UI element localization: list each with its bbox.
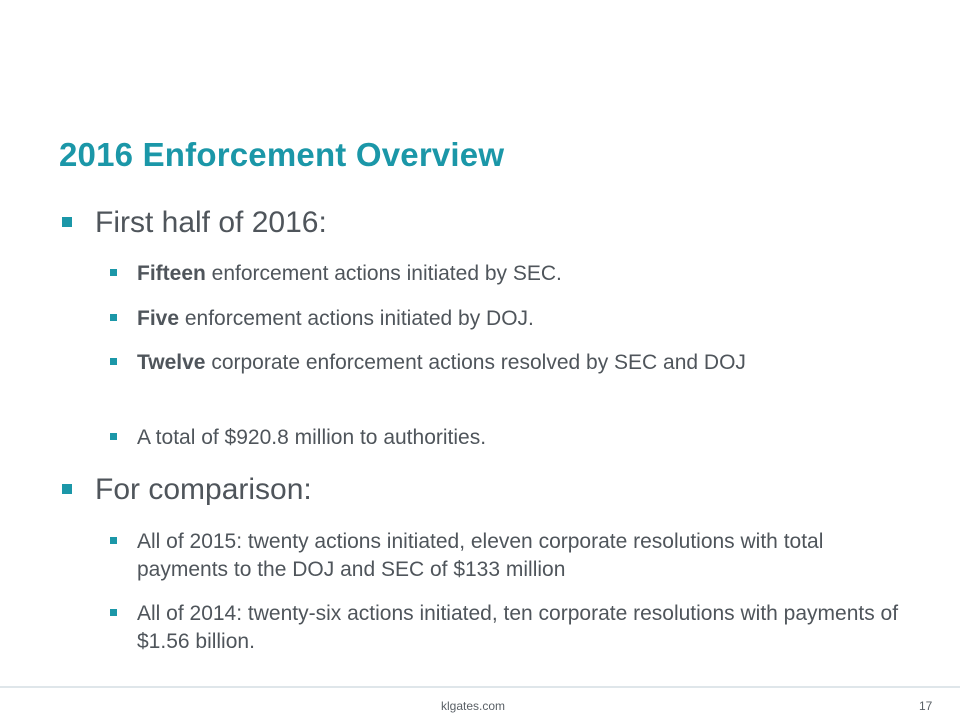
square-bullet-icon — [110, 433, 117, 440]
emphasis-count: Five — [137, 307, 180, 330]
item-text: enforcement actions initiated by DOJ. — [179, 307, 534, 330]
footer-url[interactable]: klgates.com — [441, 699, 506, 713]
square-bullet-icon — [62, 217, 72, 227]
square-bullet-icon — [62, 484, 72, 494]
item-text: A total of $920.8 million to authorities… — [137, 426, 487, 449]
item-text: corporate enforcement actions resolved b… — [205, 351, 746, 374]
square-bullet-icon — [110, 609, 117, 616]
section-heading-text: First half of 2016: — [95, 206, 327, 239]
item-text: All of 2015: twenty actions initiated, e… — [137, 530, 824, 581]
footer-divider — [0, 686, 960, 688]
emphasis-count: Twelve — [137, 351, 206, 374]
section-heading-text: For comparison: — [95, 473, 312, 506]
item-text: All of 2014: twenty-six actions initiate… — [137, 602, 899, 653]
slide-title: 2016 Enforcement Overview — [59, 136, 505, 173]
emphasis-count: Fifteen — [137, 262, 206, 285]
square-bullet-icon — [110, 537, 117, 544]
item-text: enforcement actions initiated by SEC. — [205, 262, 562, 285]
square-bullet-icon — [110, 269, 117, 276]
page-number: 17 — [919, 699, 933, 713]
square-bullet-icon — [110, 358, 117, 365]
square-bullet-icon — [110, 314, 117, 321]
